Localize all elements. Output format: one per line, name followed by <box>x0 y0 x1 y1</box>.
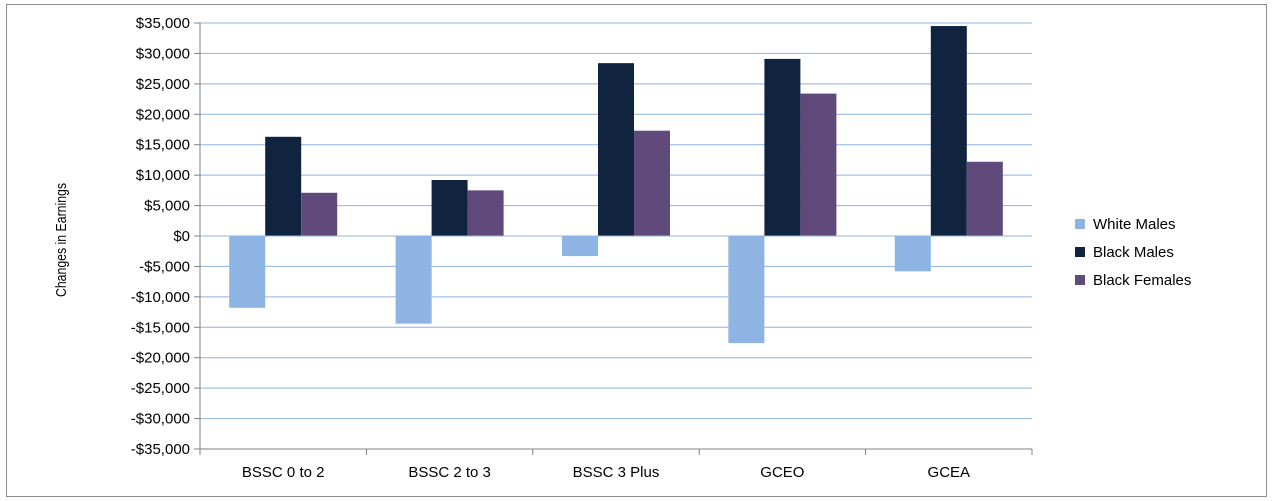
legend-label: Black Females <box>1093 272 1191 289</box>
x-category-label: BSSC 3 Plus <box>573 464 660 481</box>
y-tick-label: $20,000 <box>136 106 190 123</box>
bar-white-males <box>728 236 765 344</box>
bar-black-males <box>930 26 967 236</box>
chart-frame <box>6 4 1267 497</box>
bar-white-males <box>562 236 598 257</box>
bar-white-males <box>395 236 432 324</box>
gridlines <box>200 22 1032 450</box>
bar-black-males <box>764 58 801 236</box>
bar-white-males <box>894 236 931 272</box>
y-tick-label: $10,000 <box>136 167 190 184</box>
bar-black-females <box>800 93 837 236</box>
y-tick-label: -$5,000 <box>139 258 190 275</box>
y-tick-label: $5,000 <box>144 198 190 215</box>
axes <box>194 22 1033 455</box>
x-category-labels: BSSC 0 to 2 BSSC 2 to 3 BSSC 3 Plus GCEO GCE… <box>242 464 970 481</box>
legend: White Males Black Males Black Females <box>1075 216 1191 289</box>
legend-label: Black Males <box>1093 244 1174 261</box>
x-category-label: BSSC 2 to 3 <box>408 464 491 481</box>
bars <box>200 26 1032 344</box>
bar-black-females <box>467 190 504 236</box>
bar-black-males <box>431 180 468 236</box>
y-tick-label: -$10,000 <box>131 289 190 306</box>
y-tick-label: $0 <box>173 228 190 245</box>
legend-swatch <box>1075 219 1085 229</box>
legend-swatch <box>1075 247 1085 257</box>
y-axis-title: Changes in Earnings <box>53 183 69 297</box>
y-tick-label: $35,000 <box>136 15 190 32</box>
legend-swatch <box>1075 275 1085 285</box>
bar-black-females <box>301 192 338 236</box>
y-tick-label: -$20,000 <box>131 350 190 367</box>
y-tick-label: $15,000 <box>136 137 190 154</box>
bar-black-females <box>966 161 1003 236</box>
y-tick-label: -$15,000 <box>131 319 190 336</box>
bar-black-females <box>634 130 670 236</box>
bar-black-males <box>265 136 302 236</box>
y-tick-label: -$30,000 <box>131 411 190 428</box>
bar-white-males <box>229 236 266 308</box>
x-category-label: GCEA <box>928 464 971 481</box>
x-category-label: BSSC 0 to 2 <box>242 464 325 481</box>
y-tick-label: -$25,000 <box>131 380 190 397</box>
y-tick-label: $25,000 <box>136 76 190 93</box>
x-category-label: GCEO <box>760 464 804 481</box>
y-tick-label: $30,000 <box>136 45 190 62</box>
bar-black-males <box>598 63 634 237</box>
legend-label: White Males <box>1093 216 1176 233</box>
y-tick-labels: $35,000 $30,000 $25,000 $20,000 $15,000 $10,0… <box>131 15 190 458</box>
y-tick-label: -$35,000 <box>131 441 190 458</box>
